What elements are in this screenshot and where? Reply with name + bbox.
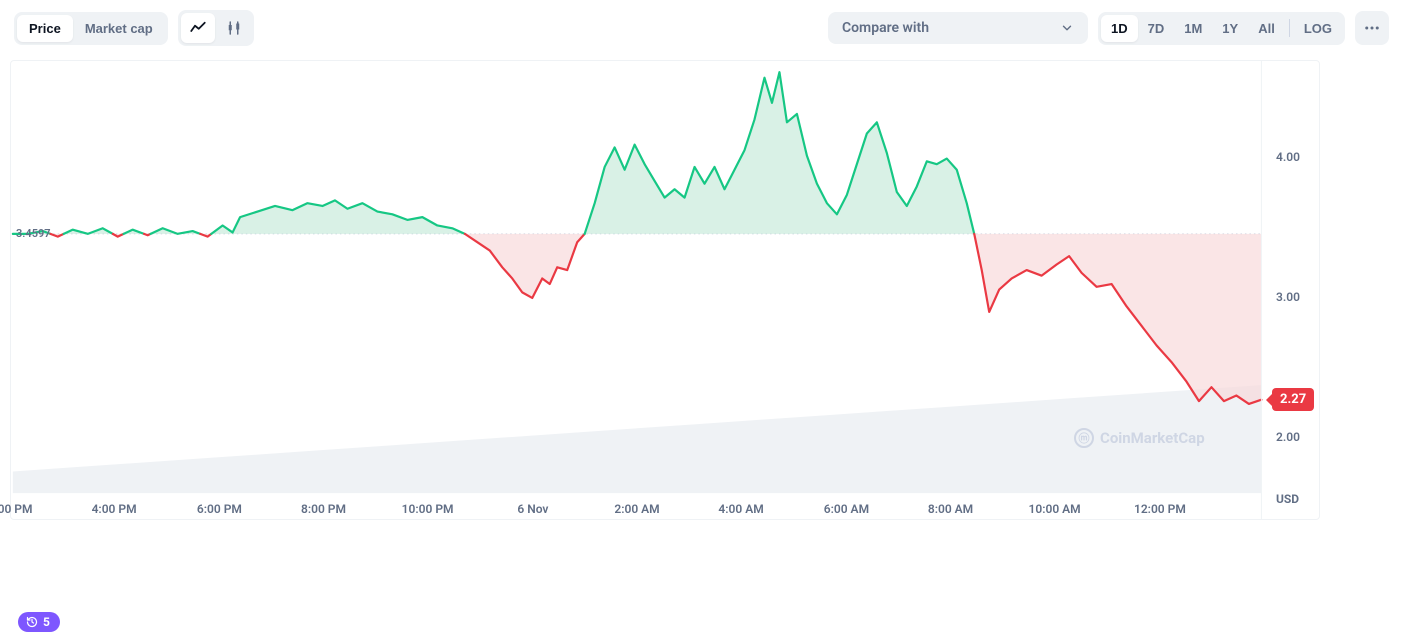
scale-log[interactable]: LOG [1294, 15, 1342, 42]
watermark-text: CoinMarketCap [1100, 429, 1205, 447]
current-price-tag: 2.27 [1272, 388, 1314, 411]
price-chart[interactable] [10, 60, 1320, 520]
divider [1289, 19, 1290, 37]
price-fill [465, 234, 585, 298]
x-tick-label: 6:00 PM [197, 502, 242, 516]
price-fill [585, 72, 975, 234]
history-badge[interactable]: 5 [18, 612, 60, 632]
ellipsis-icon [1363, 19, 1381, 37]
metric-market-cap[interactable]: Market cap [73, 15, 165, 42]
x-tick-label: 8:00 PM [301, 502, 346, 516]
y-tick-label: 2.00 [1276, 430, 1300, 444]
range-all[interactable]: All [1248, 15, 1285, 42]
price-fill [211, 200, 465, 233]
chevron-down-icon [1060, 21, 1074, 35]
compare-label: Compare with [842, 20, 929, 36]
x-tick-label: 12:00 PM [1134, 502, 1186, 516]
x-tick-label: 6:00 AM [824, 502, 869, 516]
x-tick-label: 4:00 PM [92, 502, 137, 516]
more-button[interactable] [1355, 11, 1389, 45]
y-tick-label: 4.00 [1276, 150, 1300, 164]
x-tick-label: 2:00 PM [0, 502, 33, 516]
open-price-label: 3.4597 [16, 227, 51, 240]
line-chart-icon[interactable] [181, 13, 215, 43]
range-1m[interactable]: 1M [1174, 15, 1212, 42]
metric-toggle: PriceMarket cap [14, 12, 168, 45]
metric-price[interactable]: Price [17, 15, 73, 42]
history-badge-count: 5 [43, 615, 50, 629]
y-tick-label: 3.00 [1276, 290, 1300, 304]
chart-area: 2.003.004.00 2:00 PM4:00 PM6:00 PM8:00 P… [10, 60, 1393, 524]
chart-style-toggle [178, 10, 254, 46]
x-tick-label: 2:00 AM [614, 502, 659, 516]
range-1d[interactable]: 1D [1101, 15, 1138, 42]
x-tick-label: 10:00 PM [402, 502, 454, 516]
watermark: ⓜ CoinMarketCap [1074, 428, 1205, 448]
compare-dropdown[interactable]: Compare with [828, 12, 1088, 44]
range-toggle: 1D7D1M1YAll LOG [1098, 12, 1345, 45]
chart-toolbar: PriceMarket cap Compare with 1D7D1M1YAll… [0, 0, 1403, 60]
currency-label: USD [1276, 492, 1299, 506]
history-icon [26, 616, 38, 628]
x-tick-label: 10:00 AM [1028, 502, 1080, 516]
range-1y[interactable]: 1Y [1212, 15, 1248, 42]
candlestick-icon[interactable] [217, 13, 251, 43]
x-tick-label: 4:00 AM [718, 502, 763, 516]
x-tick-label: 8:00 AM [928, 502, 973, 516]
watermark-icon: ⓜ [1074, 428, 1094, 448]
x-tick-label: 6 Nov [517, 502, 548, 516]
range-7d[interactable]: 7D [1138, 15, 1175, 42]
price-fill [974, 234, 1261, 404]
